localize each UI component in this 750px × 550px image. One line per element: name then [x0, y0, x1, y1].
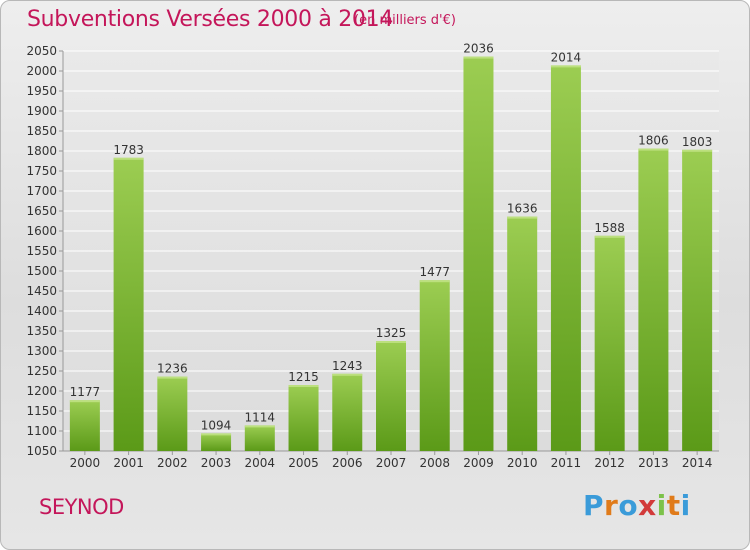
bar-value-label: 1236 [157, 362, 188, 376]
bar-highlight [376, 341, 406, 343]
bar-highlight [419, 280, 450, 283]
x-tick-label: 2013 [638, 456, 669, 470]
x-tick-label: 2002 [157, 456, 188, 470]
logo-letter: t [666, 489, 681, 522]
bar-value-label: 1588 [594, 221, 625, 235]
x-tick-label: 2005 [288, 456, 319, 470]
chart-title: Subventions Versées 2000 à 2014 [27, 7, 394, 32]
x-tick-label: 2008 [419, 456, 450, 470]
logo-letter: o [618, 489, 639, 522]
x-tick-label: 2001 [113, 456, 144, 470]
y-tick-label: 1800 [26, 144, 57, 158]
bar [682, 149, 713, 452]
bar-value-label: 1803 [682, 135, 713, 149]
y-tick-label: 1250 [26, 364, 57, 378]
logo-letter: P [583, 489, 605, 522]
bar [594, 235, 625, 451]
proxiti-logo[interactable]: Proxiti [583, 489, 691, 522]
y-tick-label: 1850 [26, 124, 57, 138]
bar-value-label: 1477 [419, 265, 450, 279]
logo-letter: x [638, 489, 657, 522]
y-tick-label: 1600 [26, 224, 57, 238]
bar-highlight [638, 148, 669, 151]
bar-value-label: 1114 [245, 410, 276, 424]
x-tick-label: 2009 [463, 456, 494, 470]
x-tick-label: 2014 [682, 456, 713, 470]
bar [638, 148, 669, 451]
bar [332, 373, 363, 451]
bar [376, 341, 406, 451]
y-tick-label: 1650 [26, 204, 57, 218]
x-tick-label: 2010 [507, 456, 538, 470]
y-tick-label: 1900 [26, 104, 57, 118]
bar-value-label: 1094 [201, 418, 232, 432]
y-tick-label: 1550 [26, 244, 57, 258]
y-tick-label: 1950 [26, 84, 57, 98]
x-tick-label: 2003 [201, 456, 232, 470]
bar [201, 433, 232, 451]
y-tick-label: 1150 [26, 404, 57, 418]
bar-highlight [463, 56, 494, 59]
y-tick-label: 1750 [26, 164, 57, 178]
y-tick-label: 1300 [26, 344, 57, 358]
y-tick-label: 1500 [26, 264, 57, 278]
x-tick-label: 2007 [376, 456, 407, 470]
bar [507, 216, 538, 451]
bar [419, 280, 450, 451]
y-tick-label: 1200 [26, 384, 57, 398]
bar-highlight [113, 157, 144, 160]
logo-letter: r [604, 489, 619, 522]
chart-unit: (en milliers d'€) [354, 13, 456, 28]
bar [113, 157, 144, 452]
y-tick-label: 2050 [26, 44, 57, 58]
bar-value-label: 2014 [551, 50, 582, 64]
bar [288, 385, 319, 451]
y-tick-label: 1050 [26, 444, 57, 458]
bar-value-label: 1806 [638, 134, 669, 148]
x-tick-label: 2004 [245, 456, 276, 470]
x-tick-label: 2000 [70, 456, 101, 470]
bar-highlight [157, 376, 188, 379]
commune-name: SEYNOD [39, 495, 124, 519]
bar-value-label: 1636 [507, 202, 538, 216]
y-tick-label: 1100 [26, 424, 57, 438]
bar-highlight [69, 400, 100, 403]
bar-value-label: 1243 [332, 359, 363, 373]
bar-highlight [682, 149, 713, 152]
bar-highlight [550, 65, 581, 68]
x-tick-label: 2012 [594, 456, 625, 470]
bar-highlight [594, 235, 625, 238]
logo-letter: i [680, 489, 691, 522]
bar-value-label: 1783 [113, 143, 144, 157]
logo-letter: i [656, 489, 667, 522]
bar [463, 56, 494, 451]
bar-value-label: 1325 [376, 326, 407, 340]
y-tick-label: 1350 [26, 324, 57, 338]
bar-highlight [507, 216, 538, 219]
bar-value-label: 1177 [70, 385, 101, 399]
y-tick-label: 1700 [26, 184, 57, 198]
bar [244, 425, 275, 451]
bar-highlight [244, 425, 275, 428]
bar-highlight [332, 373, 363, 376]
bar-highlight [288, 385, 319, 387]
bar [550, 65, 581, 452]
x-tick-label: 2006 [332, 456, 363, 470]
bar [69, 400, 100, 451]
bar-value-label: 2036 [463, 42, 494, 56]
bar [157, 376, 188, 451]
y-tick-label: 2000 [26, 64, 57, 78]
y-tick-label: 1450 [26, 284, 57, 298]
bar-highlight [201, 433, 232, 436]
bar-value-label: 1215 [288, 370, 319, 384]
y-tick-label: 1400 [26, 304, 57, 318]
x-tick-label: 2011 [551, 456, 582, 470]
